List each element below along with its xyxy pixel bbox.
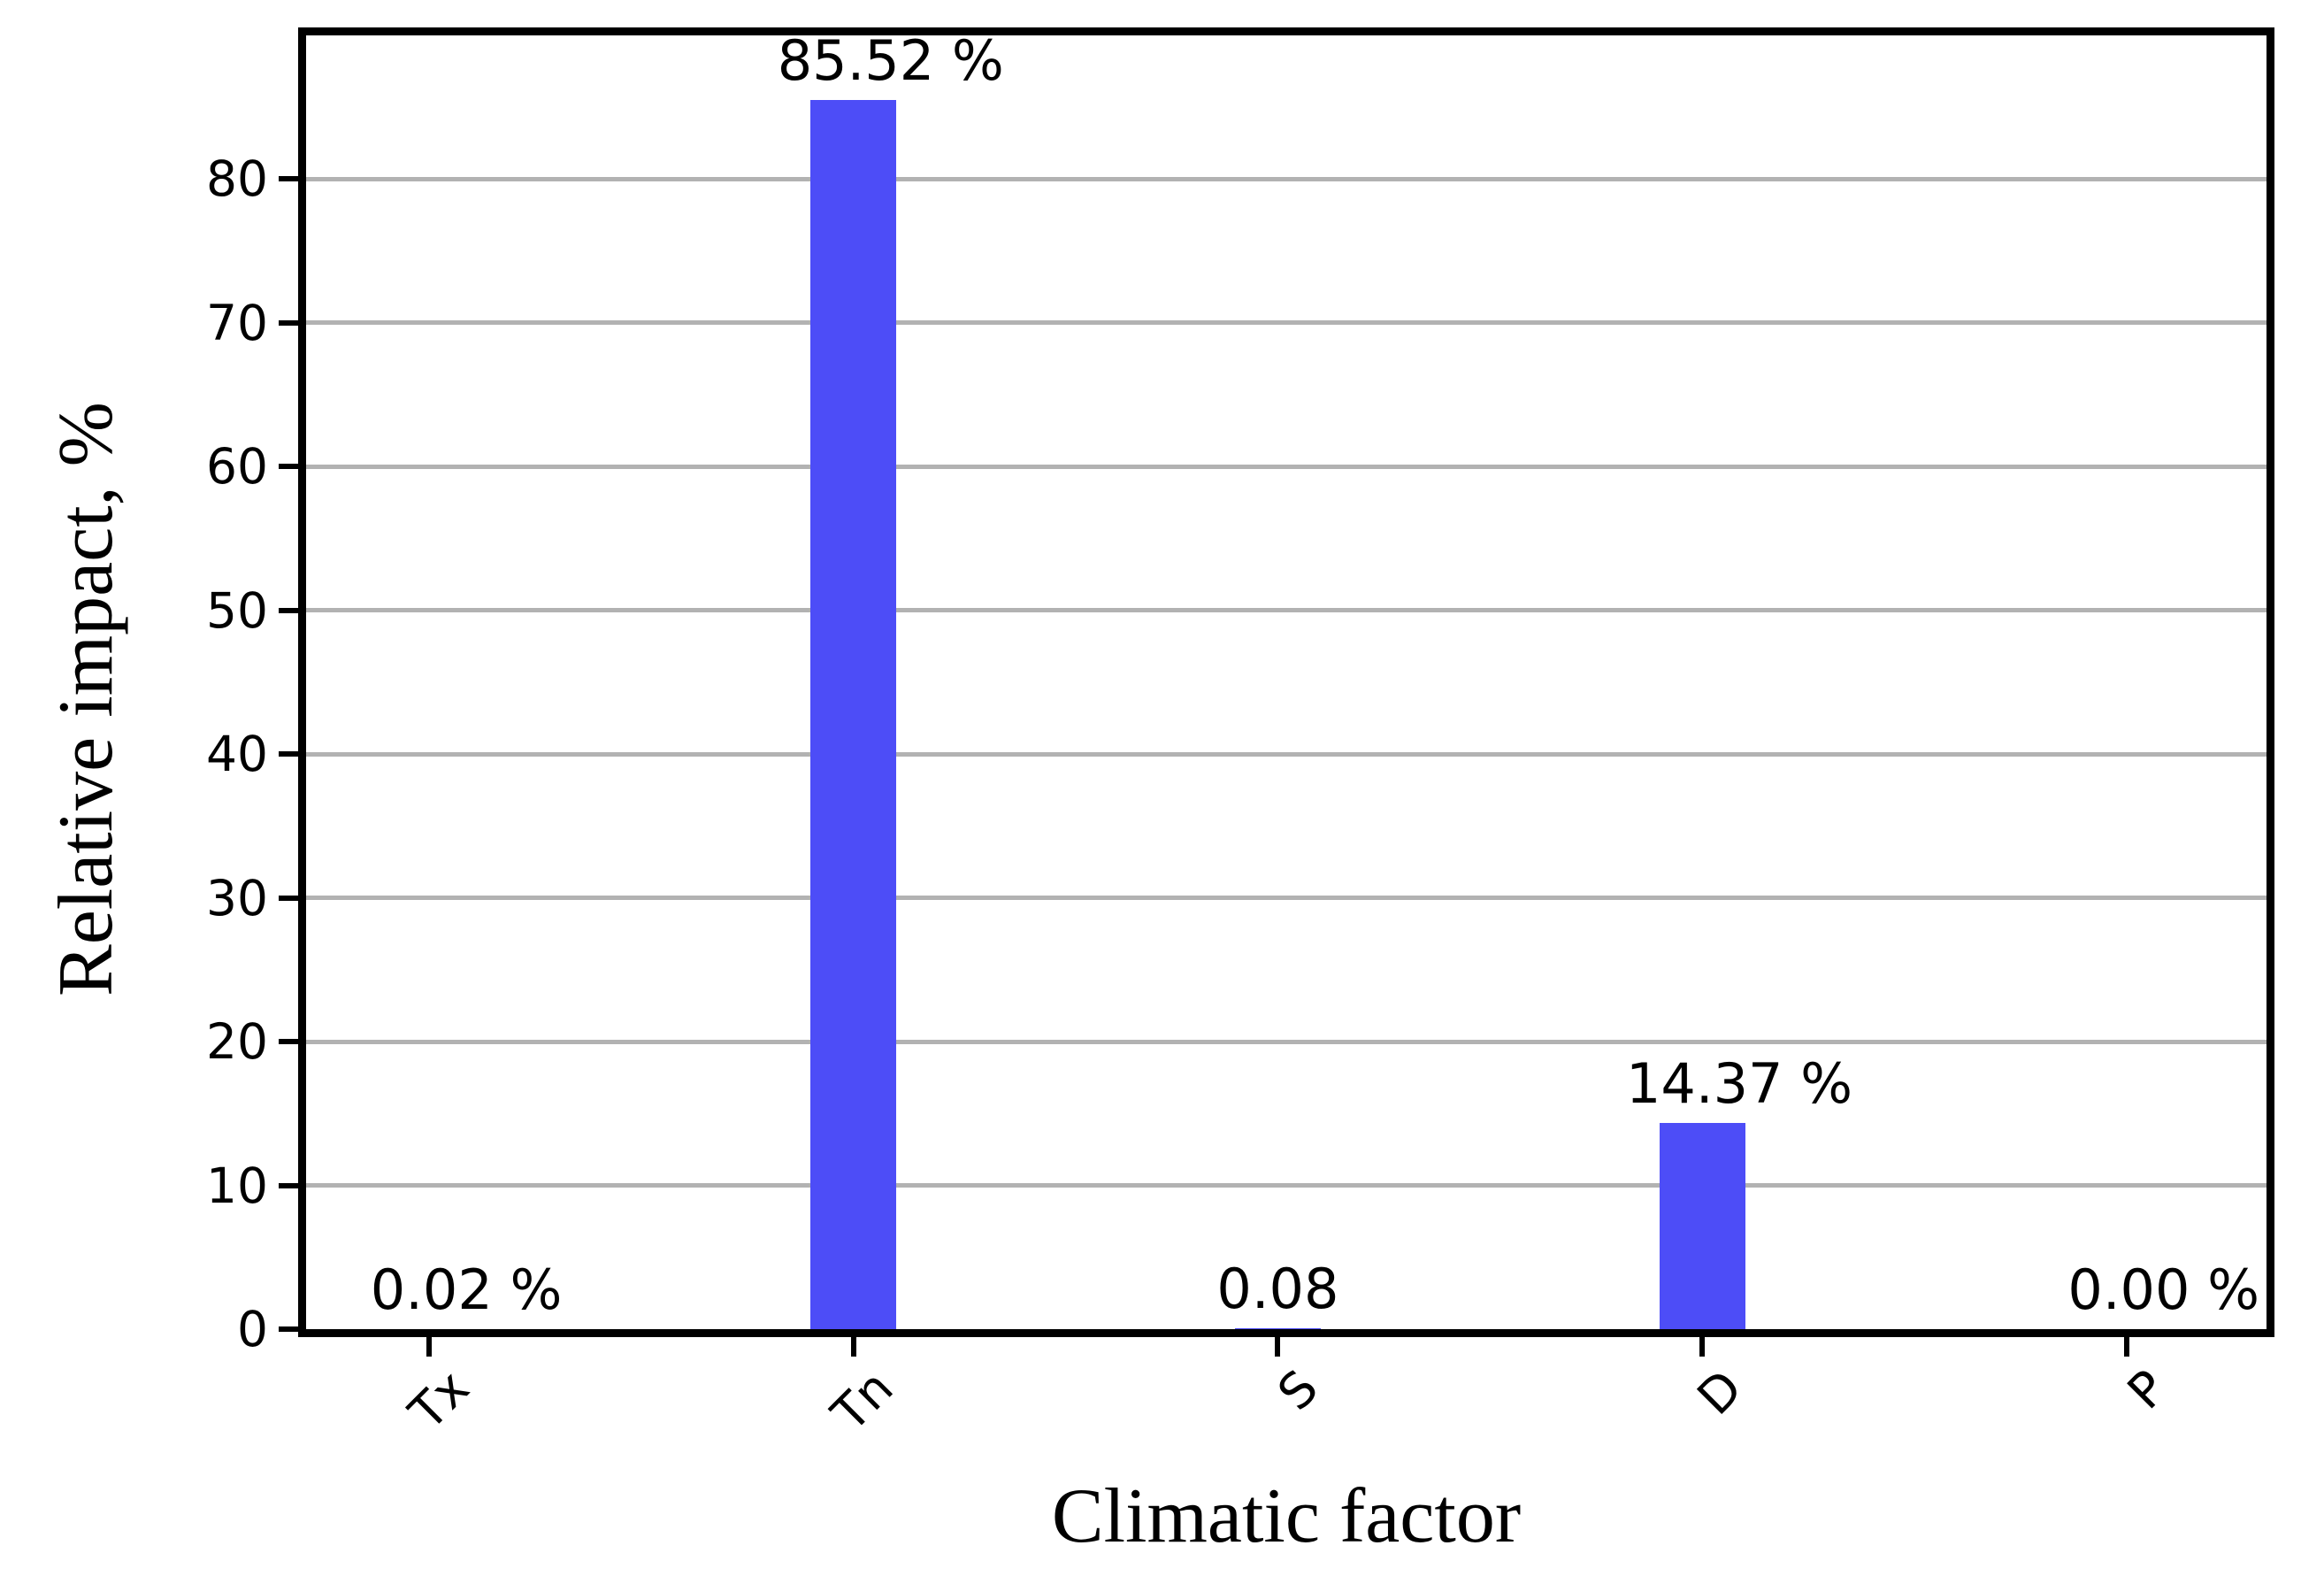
plot-border — [298, 27, 2274, 1337]
y-tick-mark — [279, 607, 298, 613]
x-tick-mark — [426, 1337, 433, 1357]
plot-area — [306, 35, 2266, 1329]
bar-value-label: 85.52 % — [777, 27, 1004, 93]
x-tick-mark — [1699, 1337, 1706, 1357]
gridline — [306, 608, 2266, 613]
gridline — [306, 751, 2266, 757]
y-tick-mark — [279, 176, 298, 182]
bar-value-label: 14.37 % — [1625, 1050, 1853, 1116]
y-tick-label: 40 — [206, 726, 268, 783]
x-tick-mark — [850, 1337, 856, 1357]
x-tick-label-tn: Tn — [821, 1358, 904, 1442]
bar — [1234, 1327, 1321, 1329]
x-tick-label-tx: Tx — [398, 1358, 480, 1441]
y-tick-mark — [279, 1039, 298, 1045]
y-tick-label: 20 — [206, 1013, 268, 1071]
y-tick-label: 0 — [237, 1301, 268, 1357]
y-tick-mark — [279, 1326, 298, 1332]
gridline — [306, 896, 2266, 901]
x-tick-mark — [1275, 1337, 1281, 1357]
x-tick-label-p: P — [2116, 1358, 2177, 1420]
gridline — [306, 176, 2266, 181]
gridline — [306, 320, 2266, 326]
y-tick-mark — [279, 751, 298, 757]
x-tick-label-d: D — [1685, 1358, 1753, 1426]
y-tick-mark — [279, 895, 298, 901]
y-tick-mark — [279, 464, 298, 470]
y-tick-mark — [279, 319, 298, 326]
y-tick-label: 10 — [206, 1157, 268, 1214]
x-tick-label-s: S — [1266, 1358, 1329, 1421]
x-tick-mark — [2123, 1337, 2129, 1357]
y-tick-label: 30 — [206, 869, 268, 927]
gridline — [306, 464, 2266, 469]
x-axis-title: Climatic factor — [1051, 1473, 1522, 1559]
bar-value-label: 0.02 % — [370, 1257, 563, 1322]
bar — [810, 99, 897, 1329]
y-tick-mark — [279, 1182, 298, 1188]
gridline — [306, 1183, 2266, 1188]
y-tick-label: 50 — [206, 581, 268, 639]
gridline — [306, 1039, 2266, 1044]
bar-value-label: 0.00 % — [2067, 1257, 2260, 1322]
y-tick-label: 60 — [206, 438, 268, 496]
bar — [1659, 1122, 1745, 1329]
bar-value-label: 0.08 — [1216, 1256, 1339, 1321]
y-tick-label: 80 — [206, 150, 268, 208]
y-tick-label: 70 — [206, 294, 268, 351]
